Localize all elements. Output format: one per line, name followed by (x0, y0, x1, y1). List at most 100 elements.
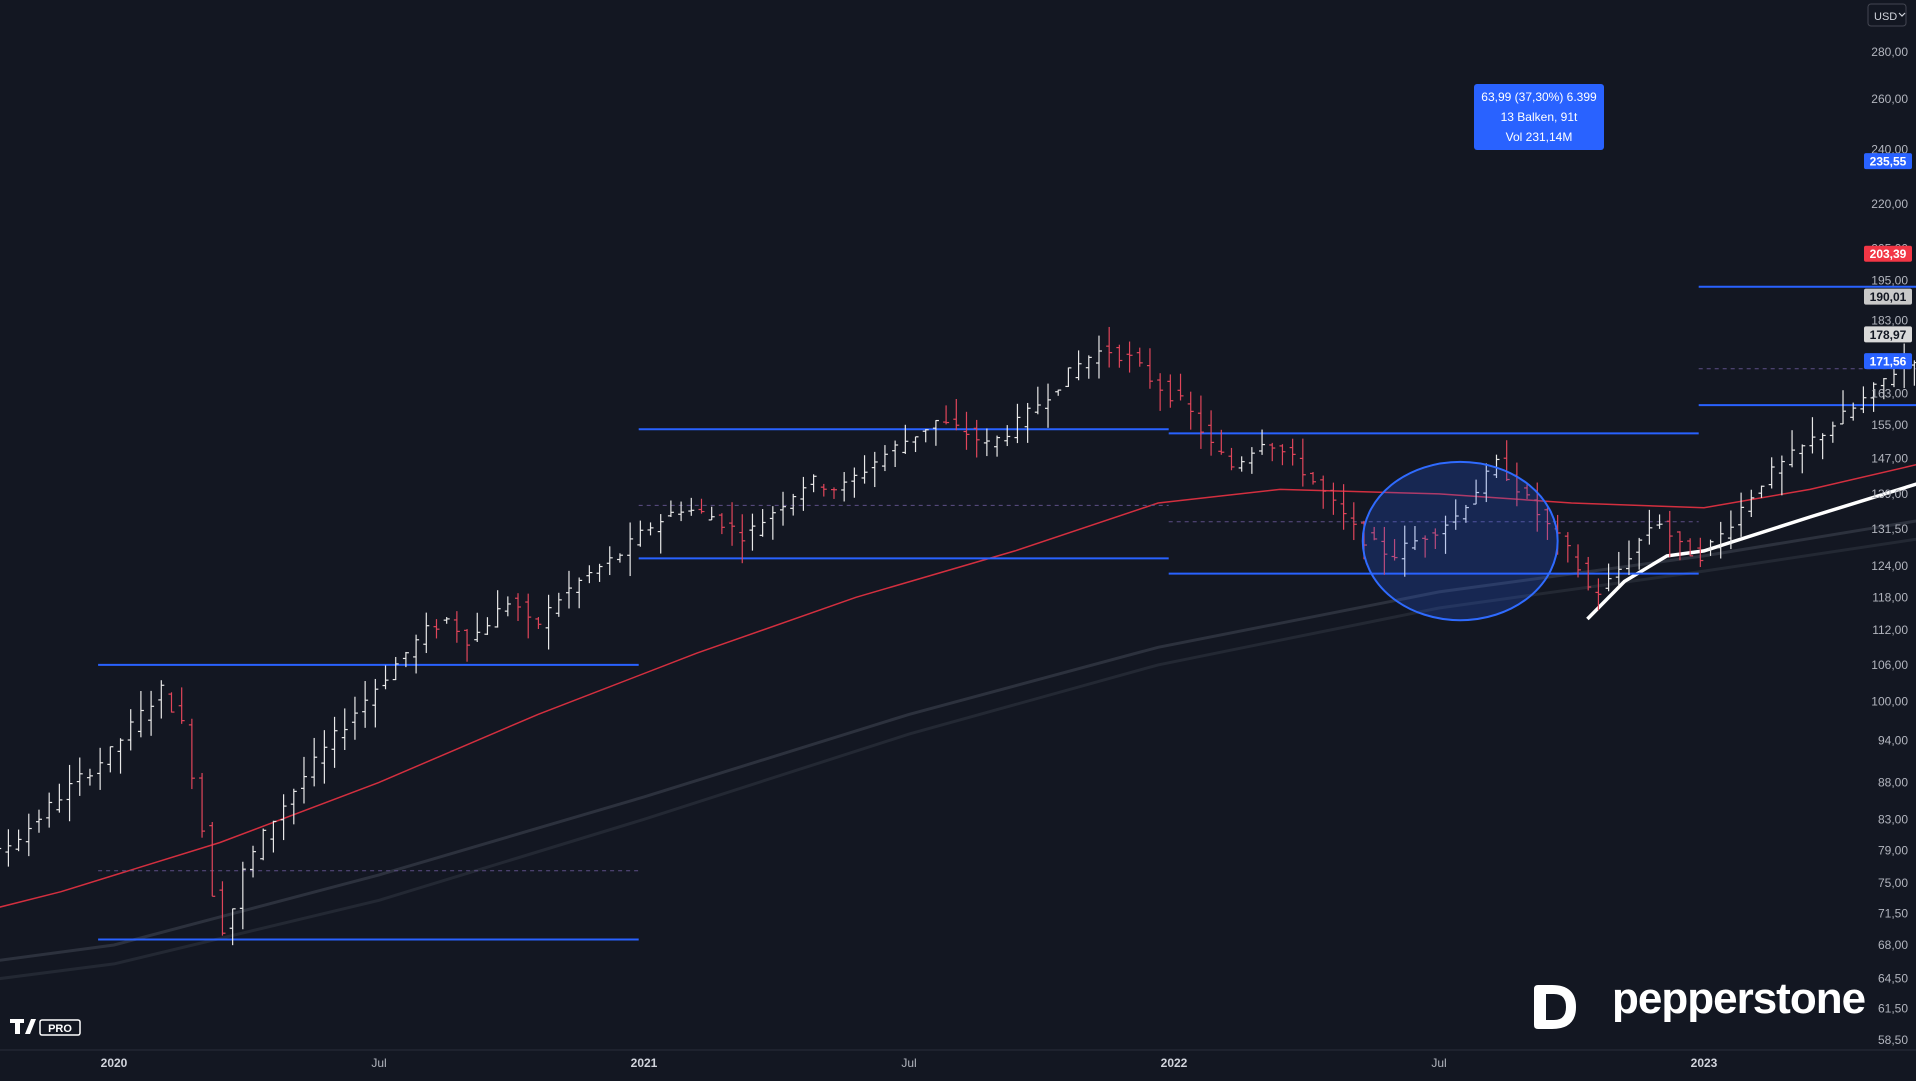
ohlc-bar (107, 746, 114, 773)
ohlc-bar (66, 764, 73, 822)
ohlc-bar (1687, 538, 1694, 557)
ohlc-bar (331, 716, 338, 768)
ohlc-bar (1075, 350, 1082, 381)
price-badge[interactable]: 235,55 (1864, 153, 1912, 170)
ohlc-bar (1625, 540, 1632, 576)
currency-label: USD (1874, 11, 1897, 23)
price-badge[interactable]: 203,39 (1864, 245, 1912, 262)
pepperstone-wordmark: pepperstone (1612, 974, 1865, 1023)
ohlc-bar (1473, 479, 1480, 505)
ohlc-bar (851, 467, 858, 498)
ohlc-bar (117, 738, 124, 774)
ohlc-bar (372, 678, 379, 728)
price-badge[interactable]: 178,97 (1864, 326, 1912, 343)
horizontal-levels (98, 285, 1916, 941)
ohlc-bar (1299, 438, 1306, 487)
ohlc-bar (749, 513, 756, 551)
ohlc-bar (127, 709, 134, 751)
time-tick-label: 2023 (1691, 1056, 1718, 1070)
ohlc-bar (504, 596, 511, 617)
price-badge-label: 235,55 (1870, 155, 1907, 169)
ohlc-bar (963, 411, 970, 450)
ohlc-bar (667, 500, 674, 518)
price-badge-bg (1864, 353, 1912, 370)
ohlc-bar (861, 455, 868, 484)
ohlc-bar (1085, 355, 1092, 379)
price-badge-label: 190,01 (1870, 290, 1907, 304)
ohlc-bar (1310, 471, 1317, 485)
price-tick-label: 71,50 (1878, 906, 1908, 920)
price-tick-label: 64,50 (1878, 971, 1908, 985)
ohlc-bar (1279, 444, 1286, 466)
ohlc-bar (902, 424, 909, 454)
price-badge[interactable]: 171,56 (1864, 353, 1912, 370)
ohlc-bar (759, 509, 766, 537)
ohlc-bar (1748, 489, 1755, 517)
price-badge-bg (1864, 288, 1912, 305)
ohlc-bar (1799, 444, 1806, 474)
ohlc-bar (871, 451, 878, 488)
price-tick-label: 112,00 (1872, 623, 1908, 637)
ohlc-bar (1024, 402, 1031, 443)
ohlc-bar (1758, 485, 1765, 498)
ohlc-bar (708, 506, 715, 521)
highlight-ellipse-0[interactable] (1361, 460, 1559, 622)
ohlc-bar (1208, 410, 1215, 456)
ohlc-bar (311, 737, 318, 787)
ohlc-bar (1860, 386, 1867, 414)
ohlc-bar (239, 861, 246, 930)
ohlc-bar (1462, 504, 1469, 523)
ohlc-bar (1880, 378, 1887, 400)
ohlc-bar (739, 514, 746, 564)
price-badge[interactable]: 190,01 (1864, 288, 1912, 305)
ohlc-bar (25, 813, 32, 857)
ohlc-bar (1045, 383, 1052, 428)
ohlc-bar (1095, 335, 1102, 379)
ohlc-bar (1717, 521, 1724, 559)
ohlc-bar (637, 520, 644, 547)
moving-average-red (0, 463, 1916, 908)
measurement-line-1: 63,99 (37,30%) 6.399 (1481, 90, 1597, 104)
ohlc-bar (1126, 341, 1133, 373)
price-tick-label: 195,00 (1871, 273, 1908, 287)
ohlc-bar (464, 629, 471, 662)
ohlc-bar (1840, 390, 1847, 425)
price-badge-label: 203,39 (1870, 247, 1907, 261)
price-tick-label: 124,00 (1871, 559, 1908, 573)
currency-button[interactable]: USD (1867, 3, 1907, 27)
ohlc-bar (1177, 373, 1184, 401)
ohlc-bar (46, 792, 53, 828)
ohlc-bar (1197, 395, 1204, 449)
ohlc-bars (0, 326, 1916, 946)
ohlc-bar (97, 747, 104, 790)
ohlc-bar (1666, 510, 1673, 558)
ohlc-bar (1503, 440, 1510, 482)
price-tick-label: 220,00 (1871, 197, 1908, 211)
ohlc-bar (1636, 537, 1643, 570)
time-axis[interactable]: 2020Jul2021Jul2022Jul2023Jul2024Jul2025J… (0, 1049, 1916, 1076)
price-tick-label: 163,00 (1871, 386, 1908, 400)
ohlc-bar (1676, 531, 1683, 561)
moving-average-grey-lower (0, 537, 1916, 981)
chevron-down-icon (1898, 12, 1906, 17)
ohlc-bar (1269, 442, 1276, 462)
ohlc-bar (362, 681, 369, 728)
price-tick-label: 68,00 (1878, 938, 1908, 952)
ohlc-bar (56, 783, 63, 813)
time-tick-label: 2022 (1161, 1056, 1188, 1070)
ohlc-bar (382, 665, 389, 690)
ohlc-bar (1320, 475, 1327, 509)
ohlc-bar (1442, 515, 1449, 554)
ohlc-bar (250, 845, 257, 878)
ohlc-bar (983, 428, 990, 457)
ohlc-bar (1768, 457, 1775, 489)
price-tick-label: 61,50 (1878, 1001, 1908, 1015)
price-tick-label: 75,00 (1878, 876, 1908, 890)
ohlc-bar (219, 881, 226, 936)
ohlc-bar (1034, 386, 1041, 415)
price-badge-label: 178,97 (1870, 328, 1907, 342)
ohlc-bar (1157, 373, 1164, 411)
ohlc-bar (1432, 528, 1439, 549)
